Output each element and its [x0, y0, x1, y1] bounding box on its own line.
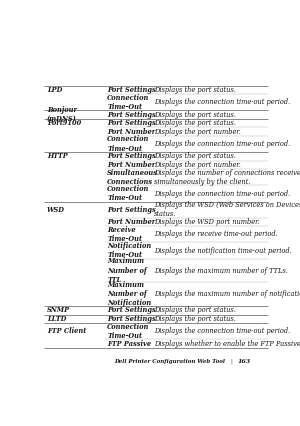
Text: WSD: WSD [47, 206, 65, 214]
Text: 163: 163 [238, 359, 250, 364]
Text: Displays the WSD port number.: Displays the WSD port number. [154, 218, 260, 226]
Text: Port Number: Port Number [107, 161, 155, 169]
Text: Port Settings: Port Settings [107, 315, 156, 323]
Text: Displays the maximum number of TTLs.: Displays the maximum number of TTLs. [154, 267, 288, 274]
Text: Connection
Time-Out: Connection Time-Out [107, 135, 150, 153]
Text: Port Settings: Port Settings [107, 306, 156, 314]
Text: Displays the connection time-out period.: Displays the connection time-out period. [154, 98, 290, 106]
Text: Simultaneous
Connections: Simultaneous Connections [107, 169, 158, 186]
Text: FTP Passive: FTP Passive [107, 340, 152, 348]
Text: Receive
Time-Out: Receive Time-Out [107, 226, 142, 243]
Text: Displays the connection time-out period.: Displays the connection time-out period. [154, 327, 290, 335]
Text: Displays the port number.: Displays the port number. [154, 128, 241, 136]
Text: Displays whether to enable the FTP Passive mode.: Displays whether to enable the FTP Passi… [154, 340, 300, 348]
Text: |: | [231, 358, 233, 364]
Text: Displays the port status.: Displays the port status. [154, 306, 236, 314]
Text: Displays the connection time-out period.: Displays the connection time-out period. [154, 140, 290, 148]
Text: Connection
Time-Out: Connection Time-Out [107, 185, 150, 202]
Text: Maximum
Number of
TTL: Maximum Number of TTL [107, 257, 147, 284]
Text: Displays the port status.: Displays the port status. [154, 119, 236, 127]
Text: Displays the connection time-out period.: Displays the connection time-out period. [154, 190, 290, 198]
Text: Displays the port status.: Displays the port status. [154, 315, 236, 323]
Text: Displays the port status.: Displays the port status. [154, 153, 236, 161]
Text: Port Settings: Port Settings [107, 153, 156, 161]
Text: Port Settings: Port Settings [107, 86, 156, 94]
Text: Dell Printer Configuration Web Tool: Dell Printer Configuration Web Tool [114, 359, 225, 364]
Text: Port Number: Port Number [107, 218, 155, 226]
Text: Displays the WSD (Web Services on Devices) port
status.: Displays the WSD (Web Services on Device… [154, 201, 300, 218]
Text: Displays the port status.: Displays the port status. [154, 111, 236, 118]
Text: Port9100: Port9100 [47, 119, 81, 127]
Text: Port Settings: Port Settings [107, 119, 156, 127]
Text: Displays the port status.: Displays the port status. [154, 86, 236, 94]
Text: Port Settings: Port Settings [107, 111, 156, 118]
Text: Connection
Time-Out: Connection Time-Out [107, 94, 150, 111]
Text: Maximum
Number of
Notification: Maximum Number of Notification [107, 281, 152, 308]
Text: Displays the number of connections received
simultaneously by the client.: Displays the number of connections recei… [154, 169, 300, 186]
Text: FTP Client: FTP Client [47, 327, 86, 335]
Text: LLTD: LLTD [47, 315, 66, 323]
Text: Displays the notification time-out period.: Displays the notification time-out perio… [154, 247, 292, 255]
Text: Port Number: Port Number [107, 128, 155, 136]
Text: HTTP: HTTP [47, 153, 68, 161]
Text: Displays the maximum number of notifications.: Displays the maximum number of notificat… [154, 290, 300, 298]
Text: Displays the receive time-out period.: Displays the receive time-out period. [154, 230, 278, 239]
Text: Displays the port number.: Displays the port number. [154, 161, 241, 169]
Text: Notification
Time-Out: Notification Time-Out [107, 242, 152, 259]
Text: SNMP: SNMP [47, 306, 70, 314]
Text: Bonjour
(mDNS): Bonjour (mDNS) [47, 106, 77, 123]
Text: Connection
Time-Out: Connection Time-Out [107, 323, 150, 340]
Text: LPD: LPD [47, 86, 62, 94]
Text: Port Settings: Port Settings [107, 206, 156, 214]
